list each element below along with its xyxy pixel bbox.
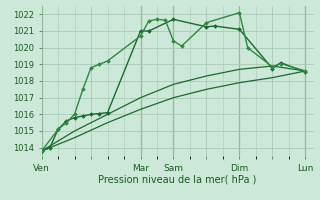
- X-axis label: Pression niveau de la mer( hPa ): Pression niveau de la mer( hPa ): [99, 174, 257, 184]
